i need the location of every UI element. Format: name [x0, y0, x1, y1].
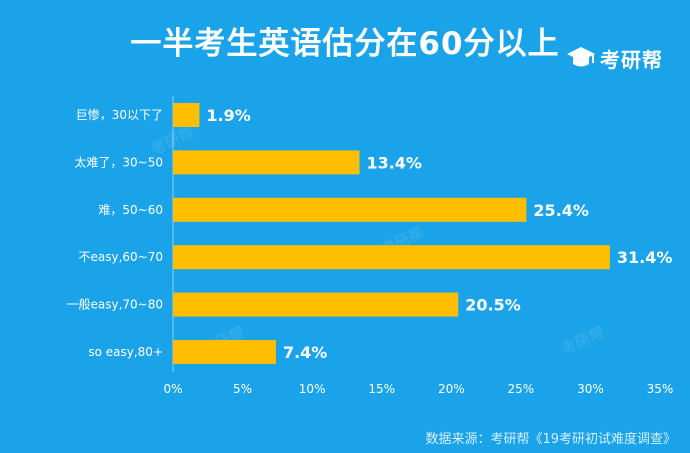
category-label: 一般easy,70~80 [67, 297, 164, 312]
x-tick-label: 20% [438, 382, 465, 396]
data-label: 13.4% [366, 153, 422, 172]
x-tick-label: 35% [647, 382, 674, 396]
x-tick-label: 5% [233, 382, 252, 396]
category-label: 不easy,60~70 [79, 250, 164, 264]
x-tick-label: 30% [577, 382, 604, 396]
chart-title: 一半考生英语估分在60分以上 [130, 26, 560, 62]
category-label: so easy,80+ [88, 345, 163, 359]
brand-logo: 考研帮 [566, 42, 663, 74]
data-label: 20.5% [465, 296, 521, 315]
category-label: 太难了，30~50 [74, 154, 163, 169]
bar [173, 150, 360, 175]
data-label: 1.9% [206, 106, 250, 125]
graduation-cap-icon [567, 47, 595, 67]
data-label: 31.4% [617, 248, 673, 267]
bar [173, 245, 610, 270]
category-label: 难，50~60 [98, 203, 163, 217]
x-tick-label: 0% [163, 382, 182, 396]
bar [173, 103, 200, 127]
x-tick-label: 15% [368, 382, 395, 396]
data-label: 25.4% [533, 201, 589, 220]
data-source-note: 数据来源：考研帮《19考研初试难度调查》 [425, 432, 676, 447]
data-label: 7.4% [283, 343, 327, 362]
brand-name: 考研帮 [600, 47, 663, 72]
bar [173, 292, 459, 317]
category-label: 巨惨，30以下了 [76, 107, 163, 122]
x-tick-label: 25% [508, 382, 535, 396]
bar [173, 197, 527, 222]
bar [173, 340, 276, 364]
x-tick-label: 10% [299, 382, 326, 396]
